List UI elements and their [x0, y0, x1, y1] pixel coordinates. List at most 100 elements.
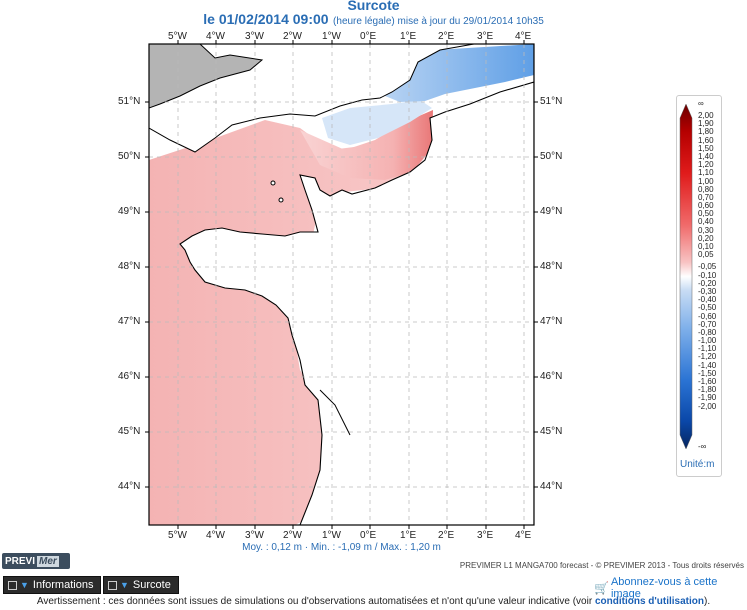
legend-unit: Unité:m — [680, 459, 715, 470]
checkbox-icon — [108, 580, 117, 590]
disclaimer-text: Avertissement : ces données sont issues … — [36, 596, 595, 607]
lon-label-bottom: 4°W — [206, 530, 225, 541]
legend-label: -0,60 — [698, 311, 717, 321]
lat-label-right: 46°N — [540, 371, 563, 382]
lat-label-left: 46°N — [118, 371, 141, 382]
legend-label: 0,20 — [698, 233, 714, 243]
lon-label-top: 1°W — [322, 31, 341, 42]
tab-surcote[interactable]: ▼ Surcote — [103, 576, 179, 594]
legend-label: -1,00 — [698, 336, 717, 346]
legend-label: 1,00 — [698, 176, 714, 186]
lat-label-left: 45°N — [118, 426, 141, 437]
legend-label: -1,90 — [698, 393, 717, 403]
legend-label: -1,50 — [698, 368, 717, 378]
legend-label: 0,50 — [698, 209, 714, 219]
legend-label: -1,40 — [698, 360, 717, 370]
lat-label-right: 49°N — [540, 206, 563, 217]
lon-label-top: 1°E — [400, 31, 417, 42]
arrow-down-icon: ▼ — [120, 580, 129, 590]
legend-label: 1,80 — [698, 127, 714, 137]
legend-label: -0,70 — [698, 319, 717, 329]
graticule — [149, 44, 534, 525]
channel-negative-surge — [322, 100, 432, 145]
legend-label: 1,40 — [698, 151, 714, 161]
lon-label-bottom: 2°W — [283, 530, 302, 541]
lat-label-right: 47°N — [540, 316, 563, 327]
lon-label-top: 5°W — [168, 31, 187, 42]
tab-informations-label: Informations — [32, 579, 94, 591]
legend-label: 1,10 — [698, 168, 714, 178]
update-note: (heure légale) mise à jour du 29/01/2014… — [333, 16, 544, 27]
lon-label-bottom: 3°E — [477, 530, 494, 541]
subscribe-label: Abonnez-vous à cette image — [610, 576, 718, 600]
legend-label: -2,00 — [698, 401, 717, 411]
lat-label-right: 50°N — [540, 151, 563, 162]
channel-positive-surge — [300, 110, 433, 180]
lon-label-top: 0°E — [360, 31, 377, 42]
cart-icon: 🛒 — [594, 581, 609, 595]
tab-informations[interactable]: ▼ Informations — [3, 576, 101, 594]
legend-label: 0,80 — [698, 184, 714, 194]
forecast-date: le 01/02/2014 09:00 — [203, 11, 329, 27]
lon-label-top: 4°E — [515, 31, 532, 42]
lat-label-left: 51°N — [118, 96, 141, 107]
france-landmass — [179, 44, 534, 525]
arrow-down-icon: ▼ — [20, 580, 29, 590]
lon-label-top: 3°W — [245, 31, 264, 42]
outside-domain-nw — [149, 44, 264, 109]
legend-label: -1,10 — [698, 344, 717, 354]
lon-label-top: 4°W — [206, 31, 225, 42]
legend-label: -0,20 — [698, 278, 717, 288]
lon-label-bottom: 5°W — [168, 530, 187, 541]
map-title: Surcote — [347, 0, 400, 13]
legend-label: 0,30 — [698, 225, 714, 235]
lon-label-top: 2°W — [283, 31, 302, 42]
lon-label-bottom: 4°E — [515, 530, 532, 541]
lat-label-left: 49°N — [118, 206, 141, 217]
gironde-estuary — [319, 389, 351, 436]
legend-label: 2,00 — [698, 111, 714, 120]
lon-label-bottom: 1°E — [400, 530, 417, 541]
legend-label: -1,60 — [698, 377, 717, 386]
legend-label: -1,20 — [698, 352, 717, 362]
map-subtitle: le 01/02/2014 09:00 (heure légale) mise … — [0, 11, 747, 29]
lat-label-left: 47°N — [118, 316, 141, 327]
legend-label: -1,80 — [698, 385, 717, 395]
legend-label: -0,50 — [698, 303, 717, 313]
legend-top-symbol: ∞ — [698, 99, 704, 108]
lon-label-top: 3°E — [477, 31, 494, 42]
checkbox-icon — [8, 580, 17, 590]
legend-label: 1,50 — [698, 143, 714, 153]
subscribe-link[interactable]: 🛒 Abonnez-vous à cette image — [594, 576, 747, 600]
legend-label: -0,30 — [698, 286, 717, 296]
lat-label-right: 44°N — [540, 481, 563, 492]
legend-bottom-symbol: -∞ — [698, 442, 707, 451]
lat-label-left: 48°N — [118, 261, 141, 272]
legend-labels: 2,00 1,90 1,80 1,60 1,50 1,40 1,20 1,10 … — [698, 111, 728, 411]
lat-label-left: 50°N — [118, 151, 141, 162]
legend-label: 0,05 — [698, 250, 714, 260]
logo-prefix: PREVI — [5, 555, 36, 567]
tick-marks — [145, 40, 538, 529]
lon-label-top: 2°E — [438, 31, 455, 42]
surge-map — [145, 40, 538, 529]
legend-label: 1,20 — [698, 160, 714, 170]
jersey-island — [270, 180, 276, 186]
disclaimer: Avertissement : ces données sont issues … — [0, 596, 747, 607]
previmer-logo: PREVI Mer — [2, 553, 70, 569]
lat-label-right: 45°N — [540, 426, 563, 437]
guernsey-island — [278, 197, 284, 203]
legend-label: 0,60 — [698, 201, 714, 211]
legend-label: -0,05 — [698, 262, 717, 272]
legend-label: 0,10 — [698, 242, 714, 251]
lon-label-bottom: 0°E — [360, 530, 377, 541]
terms-link[interactable]: conditions d'utilisation — [594, 596, 704, 607]
legend-label: 1,60 — [698, 135, 714, 145]
lat-label-left: 44°N — [118, 481, 141, 492]
legend-label: -0,40 — [698, 295, 717, 305]
lat-label-right: 51°N — [540, 96, 563, 107]
stats-line: Moy. : 0,12 m · Min. : -1,09 m / Max. : … — [242, 542, 441, 553]
legend-label: -0,80 — [698, 327, 717, 337]
legend-label: 1,90 — [698, 119, 714, 129]
map-frame — [148, 43, 535, 526]
